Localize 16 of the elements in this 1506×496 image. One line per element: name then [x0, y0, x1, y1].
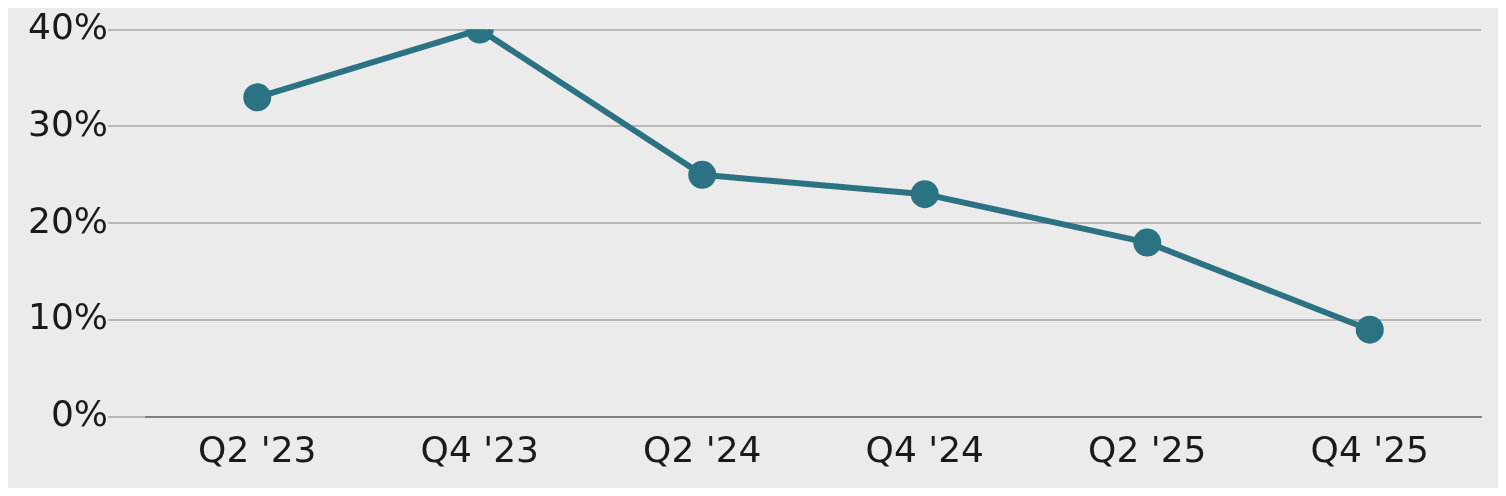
x-tick-label: Q2 '25 — [1088, 428, 1207, 470]
point — [1355, 315, 1384, 344]
y-tick-label: 30% — [28, 102, 109, 144]
x-tick-label: Q4 '24 — [865, 428, 984, 470]
y-tick-label: 20% — [28, 199, 109, 241]
point — [243, 83, 272, 112]
point — [910, 180, 939, 209]
point — [688, 160, 717, 189]
x-tick-label: Q4 '25 — [1310, 428, 1429, 470]
y-tick-label: 40% — [28, 5, 109, 47]
y-tick-label: 0% — [50, 393, 109, 435]
point — [1133, 228, 1162, 257]
x-tick-label: Q4 '23 — [420, 428, 539, 470]
y-tick-label: 10% — [28, 296, 109, 338]
x-tick-label: Q2 '23 — [198, 428, 317, 470]
x-tick-label: Q2 '24 — [643, 428, 762, 470]
